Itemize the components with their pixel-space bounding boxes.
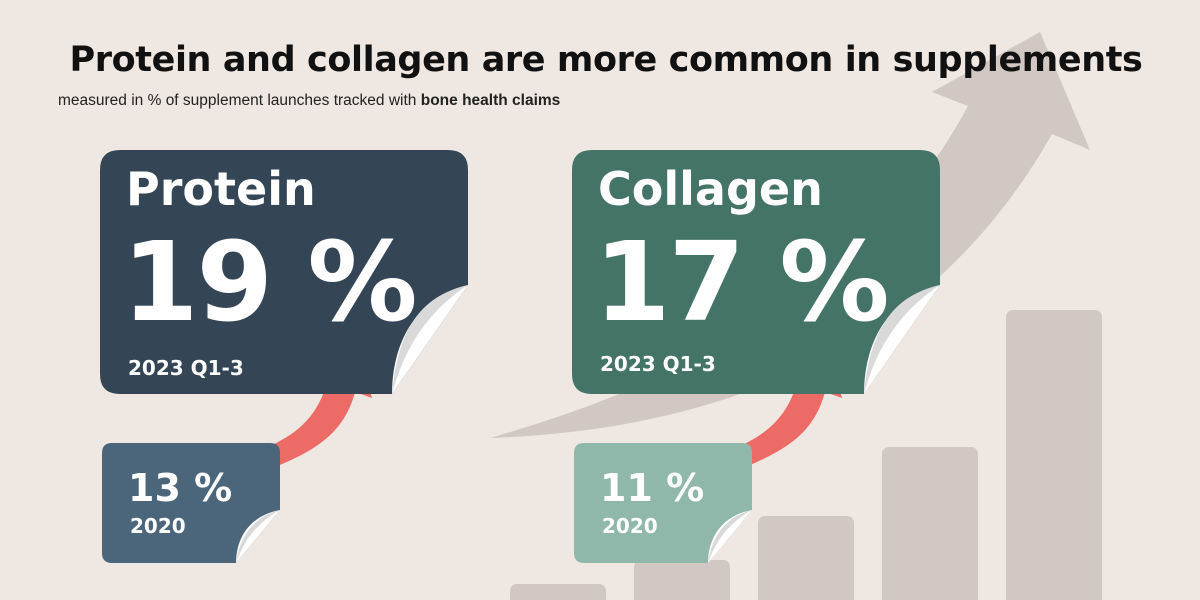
protein-category-label: Protein xyxy=(126,162,316,216)
collagen-category-label: Collagen xyxy=(598,162,823,216)
protein-2020-value: 13 % xyxy=(128,466,233,510)
collagen-2023-page-curl xyxy=(864,285,940,394)
collagen-2023-value: 17 % xyxy=(594,218,890,346)
protein-2020-period: 2020 xyxy=(130,514,186,538)
decor-bar-5 xyxy=(1006,310,1102,600)
collagen-2020-card xyxy=(574,443,752,563)
chart-title: Protein and collagen are more common in … xyxy=(69,40,1143,80)
protein-2020-page-curl xyxy=(236,510,280,563)
protein-2023-page-curl xyxy=(392,285,468,394)
decor-bar-4 xyxy=(882,447,978,600)
collagen-2020-page-curl xyxy=(708,510,752,563)
collagen-2023-period: 2023 Q1-3 xyxy=(600,352,716,376)
collagen-2023-card xyxy=(572,150,940,394)
collagen-2020-value: 11 % xyxy=(600,466,705,510)
decor-bar-1 xyxy=(510,584,606,600)
decor-bar-2 xyxy=(634,560,730,600)
collagen-2020-period: 2020 xyxy=(602,514,658,538)
decor-bar-3 xyxy=(758,516,854,600)
subtitle-text: measured in % of supplement launches tra… xyxy=(58,92,421,109)
chart-subtitle: measured in % of supplement launches tra… xyxy=(58,92,560,110)
subtitle-emphasis: bone health claims xyxy=(420,92,561,109)
protein-2023-period: 2023 Q1-3 xyxy=(128,356,244,380)
protein-2023-card xyxy=(100,150,468,394)
protein-2023-value: 19 % xyxy=(122,218,418,346)
protein-2020-card xyxy=(102,443,280,563)
